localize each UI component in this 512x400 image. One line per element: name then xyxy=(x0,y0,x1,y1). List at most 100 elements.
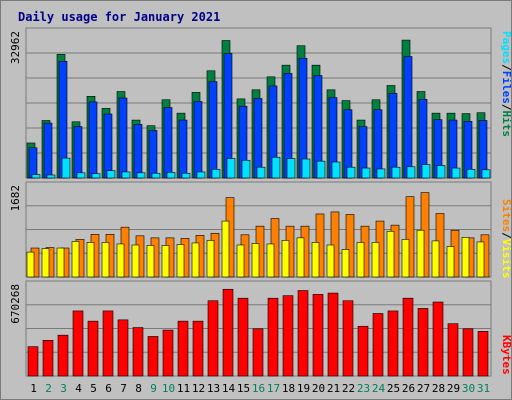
bar-kbytes xyxy=(387,310,399,377)
bar-visits xyxy=(266,243,275,278)
panel3-legend: KBytes xyxy=(500,335,511,375)
day-label: 3 xyxy=(60,382,67,395)
bar-kbytes xyxy=(162,329,174,377)
day-label: 8 xyxy=(135,382,142,395)
panel1-legend: Pages/Files/Hits xyxy=(500,31,511,137)
bar-pages xyxy=(406,166,416,179)
bar-visits xyxy=(221,220,230,278)
bar-visits xyxy=(146,245,155,278)
bar-visits xyxy=(281,240,290,278)
bar-pages xyxy=(361,167,371,179)
bar-visits xyxy=(191,242,200,278)
day-label: 19 xyxy=(297,382,310,395)
bar-pages xyxy=(301,158,311,179)
bar-sites xyxy=(345,214,355,278)
bar-pages xyxy=(346,166,356,179)
bar-kbytes xyxy=(237,297,249,377)
legend-files: Files xyxy=(500,71,511,104)
bar-files xyxy=(403,56,413,179)
bar-pages xyxy=(226,158,236,179)
bar-kbytes xyxy=(132,327,144,377)
day-label: 26 xyxy=(402,382,415,395)
bar-pages xyxy=(256,166,266,179)
bar-visits xyxy=(326,244,335,278)
bar-pages xyxy=(376,168,386,179)
bar-visits xyxy=(311,242,320,278)
bar-visits xyxy=(26,251,35,278)
day-label: 16 xyxy=(252,382,265,395)
bar-kbytes xyxy=(192,320,204,377)
day-label: 18 xyxy=(282,382,295,395)
day-label: 24 xyxy=(372,382,386,395)
bar-files xyxy=(133,124,143,179)
bar-pages xyxy=(136,172,146,179)
bar-visits xyxy=(431,240,440,278)
bar-visits xyxy=(71,241,80,278)
bar-kbytes xyxy=(222,288,234,377)
bar-files xyxy=(193,101,203,179)
bar-files xyxy=(388,92,398,179)
bar-kbytes xyxy=(57,334,69,377)
bar-visits xyxy=(296,237,305,278)
legend-sites: Sites xyxy=(500,199,511,232)
bar-pages xyxy=(421,164,431,179)
bar-visits xyxy=(461,237,470,278)
legend-visits: Visits xyxy=(500,239,511,279)
day-label: 2 xyxy=(45,382,52,395)
bar-pages xyxy=(166,172,176,179)
bar-pages xyxy=(46,174,56,179)
bar-visits xyxy=(416,229,425,278)
day-label: 5 xyxy=(90,382,97,395)
day-label: 12 xyxy=(192,382,205,395)
bar-kbytes xyxy=(327,292,339,377)
bar-kbytes xyxy=(282,295,294,377)
bar-pages xyxy=(31,174,41,179)
day-label: 13 xyxy=(207,382,220,395)
legend-kbytes: KBytes xyxy=(500,335,511,375)
day-label: 4 xyxy=(75,382,82,395)
bar-pages xyxy=(286,158,296,179)
bar-pages xyxy=(151,172,161,179)
bar-visits xyxy=(41,248,50,278)
day-label: 20 xyxy=(312,382,325,395)
chart-title: Daily usage for January 2021 xyxy=(18,10,220,24)
day-label: 21 xyxy=(327,382,340,395)
bar-pages xyxy=(211,169,221,179)
legend-sep: / xyxy=(500,232,511,239)
bar-visits xyxy=(401,239,410,278)
bar-kbytes xyxy=(27,346,39,377)
panel3-ymax-label: 670268 xyxy=(9,284,22,324)
day-label: 30 xyxy=(462,382,475,395)
bar-files xyxy=(43,122,53,179)
bar-pages xyxy=(271,156,281,179)
bar-files xyxy=(103,113,113,179)
bar-pages xyxy=(241,159,251,179)
bar-kbytes xyxy=(372,313,384,377)
bar-files xyxy=(118,97,128,179)
day-label: 29 xyxy=(447,382,460,395)
bar-kbytes xyxy=(312,294,324,377)
bar-kbytes xyxy=(402,297,414,377)
day-label: 27 xyxy=(417,382,430,395)
bar-visits xyxy=(86,242,95,278)
bar-files xyxy=(208,81,218,179)
bar-kbytes xyxy=(477,331,489,377)
bar-visits xyxy=(206,240,215,278)
bar-pages xyxy=(61,157,71,179)
bar-files xyxy=(373,109,383,179)
bar-files xyxy=(178,119,188,179)
bar-visits xyxy=(176,244,185,278)
bar-kbytes xyxy=(447,323,459,377)
bar-visits xyxy=(251,243,260,278)
bar-visits xyxy=(386,230,395,278)
bar-visits xyxy=(446,246,455,278)
bar-pages xyxy=(451,167,461,179)
bar-kbytes xyxy=(252,328,264,377)
bar-kbytes xyxy=(102,310,114,377)
bar-kbytes xyxy=(207,300,219,377)
legend-hits: Hits xyxy=(500,111,511,138)
bar-files xyxy=(478,120,488,179)
day-label: 15 xyxy=(237,382,250,395)
bar-sites xyxy=(405,196,415,278)
